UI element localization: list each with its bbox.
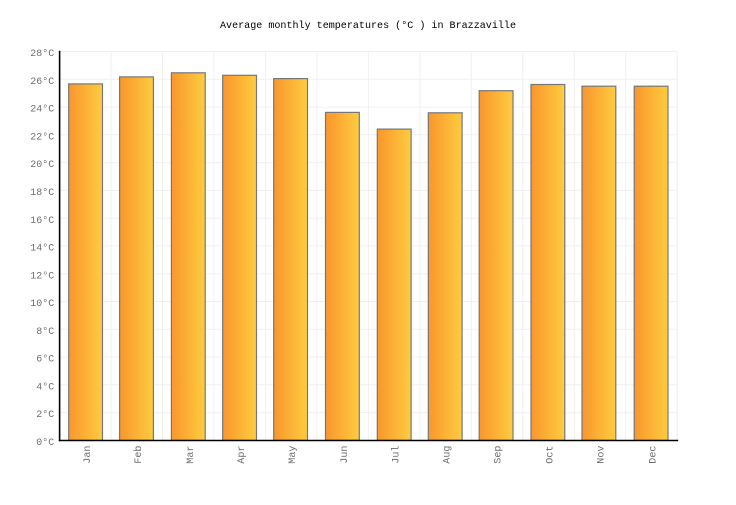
- svg-text:14°C: 14°C: [30, 243, 54, 255]
- svg-text:Dec: Dec: [648, 446, 660, 464]
- svg-text:4°C: 4°C: [36, 381, 54, 393]
- svg-text:Apr: Apr: [236, 446, 248, 464]
- svg-text:16°C: 16°C: [30, 215, 54, 227]
- svg-text:2°C: 2°C: [36, 409, 54, 421]
- svg-text:Jan: Jan: [82, 446, 94, 464]
- svg-text:26°C: 26°C: [30, 76, 54, 88]
- svg-text:Jul: Jul: [391, 446, 403, 464]
- svg-text:Oct: Oct: [544, 446, 556, 464]
- svg-text:12°C: 12°C: [30, 270, 54, 282]
- svg-text:Feb: Feb: [133, 446, 145, 464]
- svg-text:Mar: Mar: [185, 446, 197, 464]
- svg-text:May: May: [287, 446, 299, 464]
- svg-text:Aug: Aug: [442, 446, 454, 464]
- svg-text:6°C: 6°C: [36, 354, 54, 366]
- svg-text:Jun: Jun: [339, 446, 351, 464]
- svg-text:28°C: 28°C: [30, 48, 54, 60]
- svg-text:20°C: 20°C: [30, 159, 54, 171]
- svg-text:18°C: 18°C: [30, 187, 54, 199]
- svg-text:10°C: 10°C: [30, 298, 54, 310]
- svg-text:0°C: 0°C: [36, 437, 54, 449]
- svg-text:24°C: 24°C: [30, 104, 54, 116]
- svg-text:22°C: 22°C: [30, 131, 54, 143]
- svg-text:8°C: 8°C: [36, 326, 54, 338]
- svg-text:Nov: Nov: [595, 446, 607, 464]
- svg-text:Sep: Sep: [493, 446, 505, 464]
- svg-text:Average monthly temperatures (: Average monthly temperatures (°C ) in Br…: [220, 20, 516, 32]
